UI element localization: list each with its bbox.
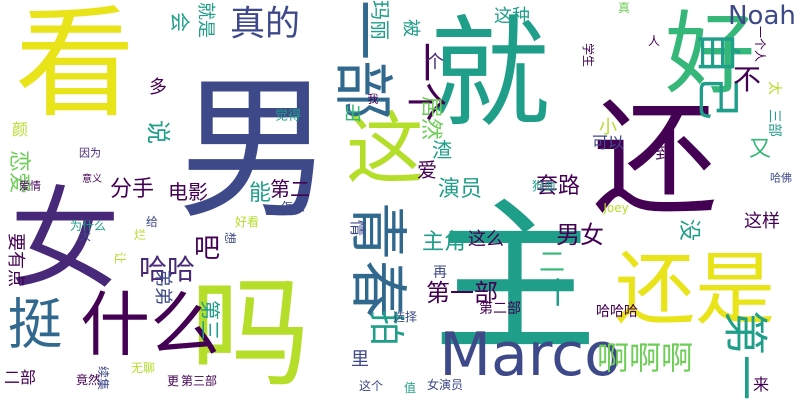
- cloud-word: 无聊: [130, 361, 156, 375]
- cloud-word: 可以: [591, 133, 625, 152]
- cloud-word: 出: [344, 104, 362, 125]
- cloud-word: 颜: [11, 120, 29, 139]
- cloud-word: 没: [676, 218, 701, 242]
- cloud-word: 男女: [556, 221, 604, 249]
- cloud-word: 分手: [109, 177, 155, 202]
- cloud-word: 个: [426, 52, 444, 73]
- cloud-word: 主角: [421, 230, 467, 255]
- cloud-word: 多: [149, 77, 167, 98]
- cloud-word: 狗血: [531, 179, 557, 193]
- cloud-word: 一: [538, 277, 573, 307]
- cloud-word: 看: [15, 0, 135, 134]
- cloud-word: 就: [430, 5, 550, 144]
- cloud-word: 居然: [418, 95, 443, 141]
- cloud-word: 爱情: [19, 179, 41, 193]
- cloud-word: 弟弟: [152, 269, 173, 305]
- cloud-word: 第二部: [479, 301, 521, 317]
- cloud-word: 为什么: [69, 219, 107, 233]
- cloud-word: 竟然: [75, 373, 101, 387]
- cloud-word: 给: [145, 215, 159, 229]
- cloud-word: 让: [113, 251, 127, 265]
- cloud-word: 男: [177, 59, 333, 241]
- cloud-word: 真的: [229, 4, 301, 45]
- cloud-word: 女演员: [426, 378, 464, 392]
- cloud-word: 大: [78, 229, 92, 243]
- cloud-word: 这个: [358, 379, 384, 393]
- cloud-word: 二部: [3, 368, 37, 387]
- cloud-word: 这种: [494, 6, 530, 27]
- cloud-word: 第三: [198, 300, 222, 340]
- cloud-word: 哈哈: [138, 253, 196, 286]
- cloud-word: 人: [647, 34, 661, 48]
- cloud-word: 学生: [581, 42, 595, 68]
- cloud-word: 更: [166, 374, 180, 388]
- cloud-word: 选择: [392, 310, 418, 324]
- cloud-word: 因为: [79, 146, 101, 160]
- cloud-word: 一个人: [753, 25, 767, 63]
- cloud-word: 还: [592, 87, 718, 233]
- cloud-word: 到: [654, 144, 672, 163]
- cloud-word: 吧: [193, 234, 221, 264]
- cloud-word: 好: [665, 2, 755, 107]
- cloud-word: 烂: [133, 228, 147, 242]
- cloud-word: 这样: [744, 211, 780, 232]
- cloud-word: 要有点: [5, 233, 26, 287]
- cloud-word: 值: [403, 381, 417, 395]
- cloud-word: 演员: [437, 177, 483, 202]
- cloud-word: 就是: [195, 2, 216, 38]
- cloud-word: 吗: [190, 265, 310, 400]
- cloud-word: 这: [345, 105, 425, 195]
- cloud-word: 主: [432, 183, 598, 376]
- cloud-word: 再: [433, 265, 447, 281]
- cloud-word: 被: [400, 19, 421, 37]
- cloud-word: 意义: [82, 174, 102, 185]
- cloud-word: 怎么: [280, 200, 306, 214]
- cloud-word: 又: [748, 137, 772, 162]
- cloud-word: 来: [752, 375, 770, 394]
- cloud-word: 好看: [234, 215, 260, 229]
- cloud-word: 能: [248, 181, 272, 206]
- cloud-word: 会: [168, 12, 192, 32]
- cloud-word: 说: [144, 120, 172, 144]
- cloud-word: Marco: [439, 320, 621, 390]
- cloud-word: 什么: [80, 284, 220, 366]
- cloud-word: 二: [538, 248, 566, 278]
- cloud-word: 第一部: [426, 279, 498, 307]
- cloud-word: 小: [599, 117, 617, 138]
- cloud-word: Noah: [728, 1, 796, 31]
- cloud-word: 觉得: [274, 108, 302, 124]
- cloud-word: 爱: [417, 158, 437, 182]
- cloud-word: 我: [367, 92, 379, 106]
- cloud-word: 还是: [615, 243, 775, 336]
- cloud-word: 渣: [432, 138, 452, 162]
- cloud-word: 哈哈哈: [596, 304, 638, 320]
- cloud-word: 挺: [7, 292, 63, 357]
- cloud-word: 玛丽: [368, 0, 392, 40]
- cloud-word: 哈佛: [770, 171, 792, 185]
- cloud-word: 这么: [468, 229, 504, 250]
- cloud-word: 太: [766, 81, 782, 95]
- cloud-word: 三部: [766, 109, 782, 137]
- cloud-word: 里: [351, 349, 369, 370]
- cloud-word: 真: [617, 1, 631, 15]
- cloud-word: 想: [223, 231, 237, 245]
- cloud-word: Joey: [603, 201, 629, 215]
- cloud-word: 女: [10, 176, 120, 304]
- cloud-word: 第三部: [180, 374, 218, 388]
- cloud-word: 啊啊啊: [596, 339, 694, 377]
- cloud-word: 电影: [168, 180, 208, 204]
- cloud-word: 情: [348, 219, 367, 237]
- cloud-word: 套路: [535, 174, 581, 199]
- cloud-word: 不: [732, 63, 762, 96]
- cloud-word: 第二: [270, 177, 310, 201]
